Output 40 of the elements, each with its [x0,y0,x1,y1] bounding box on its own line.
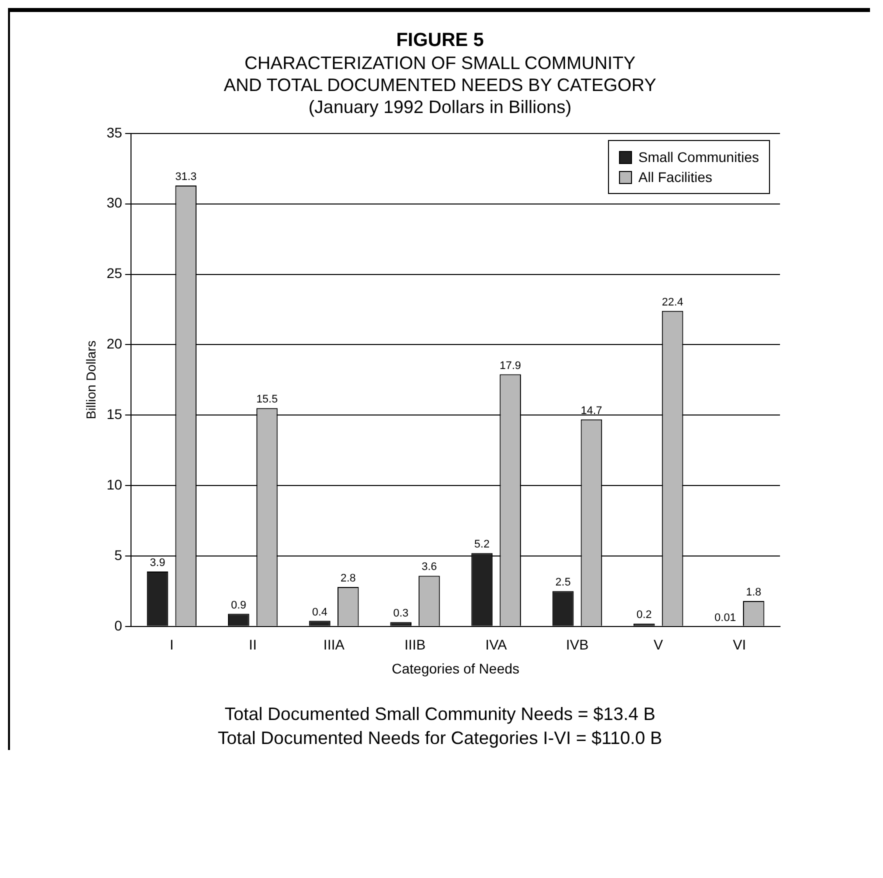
legend-label: Small Communities [638,148,759,167]
x-tick-label: IIIB [404,636,426,653]
chart-title: FIGURE 5 [395,30,485,52]
data-label: 2.5 [555,576,571,589]
x-tick-label: I [170,636,174,653]
data-label: 2.8 [340,572,356,584]
y-tick-label: 10 [106,476,122,492]
x-tick-label: IVA [485,636,508,653]
x-tick-label: II [248,636,257,653]
data-label: 0.3 [393,608,408,620]
y-tick-label: 20 [106,336,122,352]
x-tick-label: V [654,636,664,653]
data-label: 31.3 [175,171,197,184]
data-label: 0.01 [714,612,736,624]
data-label: 22.4 [662,296,684,308]
data-label: 5.2 [474,538,490,551]
y-axis-title: Billion Dollars [83,340,98,420]
x-tick-label: IVB [566,636,589,653]
data-label: 0.2 [636,609,652,622]
data-label: 0.9 [230,599,246,612]
legend-label: All Facilities [638,168,712,187]
y-tick-label: 5 [114,546,122,563]
data-label: 0.4 [312,606,328,618]
x-tick-label: IIIA [323,636,346,653]
x-axis-title: Categories of Needs [392,660,520,676]
data-label: 17.9 [500,360,522,372]
text: Total Documented Small Community Needs = $13.4 B [224,703,656,726]
y-tick-label: 25 [106,265,122,282]
data-label: 3.6 [422,561,437,574]
data-label: 15.5 [256,394,278,406]
y-tick-label: 15 [106,406,122,422]
data-label: 1.8 [746,586,762,599]
x-tick-label: VI [732,636,746,653]
data-label: 14.7 [580,404,602,417]
y-tick-label: 30 [106,194,122,211]
text: Total Documented Needs for Categories I-VI = $110.0 B [216,727,664,750]
y-tick-label: 0 [114,617,122,634]
chart-subtitle: CHARACTERIZATION OF SMALL COMMUNITY AND TOTAL DOCUMENTED NEEDS BY CATEGORY (January 1992 Dollars in Billions) [222,52,658,118]
y-tick-label: 35 [106,124,122,140]
data-label: 3.9 [150,556,166,569]
